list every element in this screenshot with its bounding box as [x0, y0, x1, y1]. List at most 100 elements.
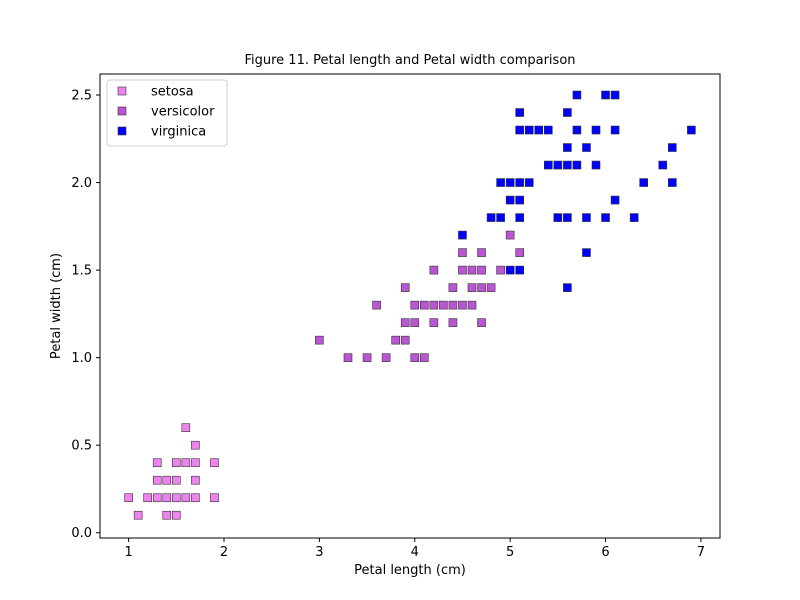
series-setosa — [124, 423, 219, 520]
x-axis-label: Petal length (cm) — [354, 563, 466, 578]
versicolor-point — [448, 318, 458, 327]
virginica-point — [610, 125, 620, 135]
versicolor-point — [458, 265, 467, 275]
virginica-point — [601, 90, 610, 100]
virginica-point — [486, 213, 496, 222]
series-versicolor — [315, 230, 524, 362]
versicolor-point — [477, 248, 486, 257]
axes-frame — [99, 73, 721, 539]
versicolor-point — [420, 353, 429, 362]
versicolor-point — [486, 283, 496, 292]
virginica-point — [601, 213, 610, 222]
setosa-point — [172, 475, 181, 485]
setosa-point — [162, 510, 172, 520]
virginica-point — [687, 125, 696, 135]
virginica-point — [582, 248, 591, 257]
setosa-point — [181, 423, 191, 432]
virginica-point — [505, 178, 515, 187]
virginica-point — [515, 125, 524, 135]
virginica-point — [572, 160, 582, 170]
versicolor-point — [400, 283, 410, 292]
virginica-point — [582, 143, 591, 152]
legend-label-setosa: setosa — [151, 85, 194, 100]
versicolor-point — [467, 300, 477, 310]
virginica-point — [563, 108, 572, 117]
versicolor-point — [400, 335, 410, 345]
setosa-point — [124, 493, 133, 503]
virginica-point — [505, 265, 515, 275]
x-tick-label: 6 — [601, 545, 609, 560]
versicolor-point — [429, 265, 439, 275]
x-tick-label: 1 — [124, 545, 132, 560]
virginica-point — [563, 160, 572, 170]
virginica-point — [668, 143, 677, 152]
virginica-point — [563, 143, 572, 152]
virginica-point — [524, 178, 534, 187]
versicolor-point — [429, 300, 439, 310]
virginica-point — [515, 213, 524, 222]
legend-box — [106, 79, 228, 147]
versicolor-point — [391, 335, 400, 345]
setosa-point — [152, 493, 162, 503]
y-axis: 0.0 0.5 1.0 1.5 2.0 2.5 — [71, 89, 100, 541]
versicolor-point — [381, 353, 391, 362]
setosa-point — [181, 493, 191, 503]
x-tick-label: 3 — [315, 545, 323, 560]
legend-marker-virginica — [117, 126, 127, 136]
versicolor-point — [496, 265, 505, 275]
setosa-point — [191, 458, 200, 468]
virginica-point — [534, 125, 544, 135]
versicolor-point — [467, 283, 477, 292]
virginica-point — [591, 125, 601, 135]
virginica-point — [572, 90, 582, 100]
virginica-point — [658, 160, 668, 170]
y-tick-label: 2.0 — [71, 176, 92, 191]
x-tick-label: 2 — [220, 545, 228, 560]
virginica-point — [591, 160, 601, 170]
virginica-point — [553, 213, 563, 222]
virginica-point — [639, 178, 648, 187]
virginica-point — [458, 230, 467, 240]
setosa-point — [143, 493, 152, 503]
virginica-point — [515, 108, 524, 117]
y-tick-label: 1.5 — [71, 264, 92, 279]
virginica-point — [544, 125, 553, 135]
virginica-point — [524, 125, 534, 135]
versicolor-point — [458, 248, 467, 257]
virginica-point — [505, 195, 515, 205]
versicolor-point — [362, 353, 372, 362]
setosa-point — [133, 510, 143, 520]
versicolor-point — [410, 318, 420, 327]
setosa-point — [210, 493, 219, 503]
virginica-point — [629, 213, 639, 222]
y-tick-label: 0.0 — [71, 526, 92, 541]
versicolor-point — [477, 283, 486, 292]
setosa-point — [210, 458, 219, 468]
legend: setosa versicolor virginica — [106, 79, 228, 147]
setosa-point — [181, 458, 191, 468]
y-tick-label: 1.0 — [71, 351, 92, 366]
x-tick-label: 7 — [697, 545, 705, 560]
setosa-point — [152, 475, 162, 485]
virginica-point — [668, 178, 677, 187]
versicolor-point — [477, 318, 486, 327]
versicolor-point — [467, 265, 477, 275]
versicolor-point — [515, 248, 524, 257]
virginica-point — [544, 160, 553, 170]
virginica-point — [515, 265, 524, 275]
virginica-point — [610, 90, 620, 100]
versicolor-point — [448, 300, 458, 310]
versicolor-point — [505, 230, 515, 240]
versicolor-point — [343, 353, 353, 362]
x-tick-label: 4 — [411, 545, 419, 560]
versicolor-point — [315, 335, 324, 345]
virginica-point — [553, 160, 563, 170]
virginica-point — [515, 178, 524, 187]
versicolor-point — [448, 283, 458, 292]
virginica-point — [515, 195, 524, 205]
virginica-point — [582, 213, 591, 222]
versicolor-point — [477, 265, 486, 275]
y-tick-label: 2.5 — [71, 89, 92, 104]
setosa-point — [191, 440, 200, 450]
